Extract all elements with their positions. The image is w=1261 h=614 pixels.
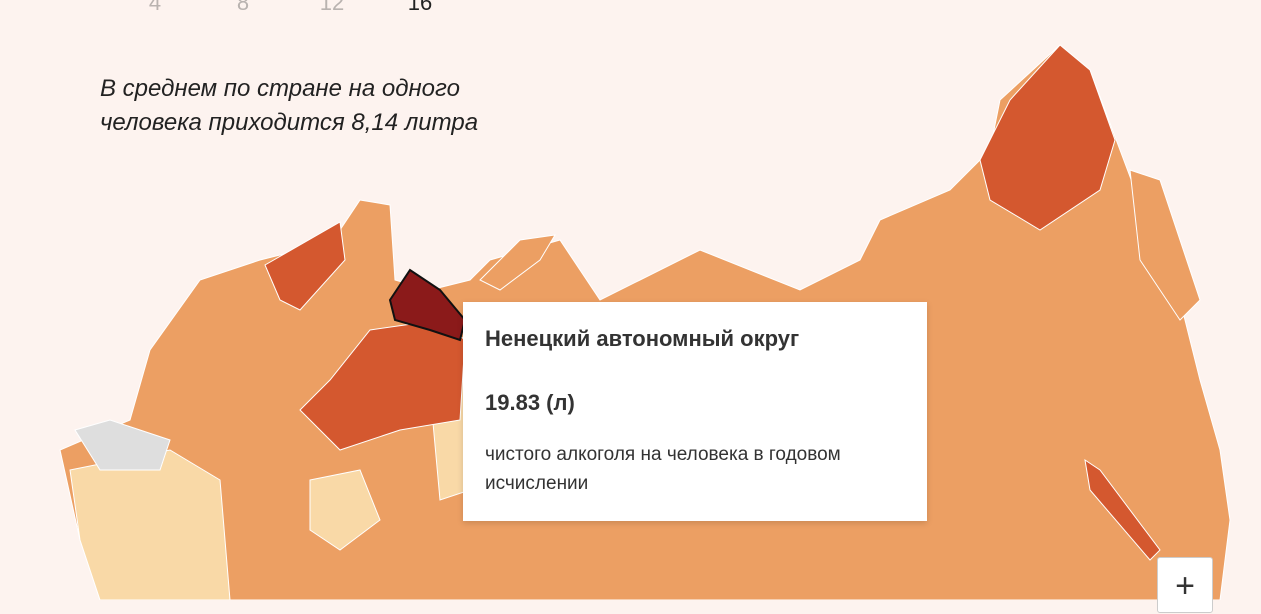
region [1129,169,1201,321]
region [69,449,231,600]
region [309,469,381,551]
selected-region[interactable] [388,268,467,342]
note-line: В среднем по стране на одного [100,75,460,102]
tooltip-description: чистого алкоголя на человека в годовом и… [485,444,841,494]
region [74,419,171,471]
region [1084,458,1161,561]
legend-tick: 4 [148,0,162,15]
region [479,234,556,291]
note-line: человека приходится 8,14 литра [100,109,479,136]
zoom-in-button[interactable]: + [1157,557,1213,613]
page: 4 8 12 16 В среднем по стране на одного … [59,0,1231,613]
note: В среднем по стране на одного человека п… [100,72,478,140]
region [979,44,1116,231]
tooltip-title: Ненецкий автономный округ [485,326,800,351]
region [264,221,346,311]
legend-tick: 12 [319,0,345,15]
legend-tick: 16 [407,0,433,15]
legend-tick: 8 [236,0,250,15]
tooltip: Ненецкий автономный округ 19.83 (л) чист… [463,302,927,521]
tooltip-value: 19.83 (л) [485,390,575,415]
